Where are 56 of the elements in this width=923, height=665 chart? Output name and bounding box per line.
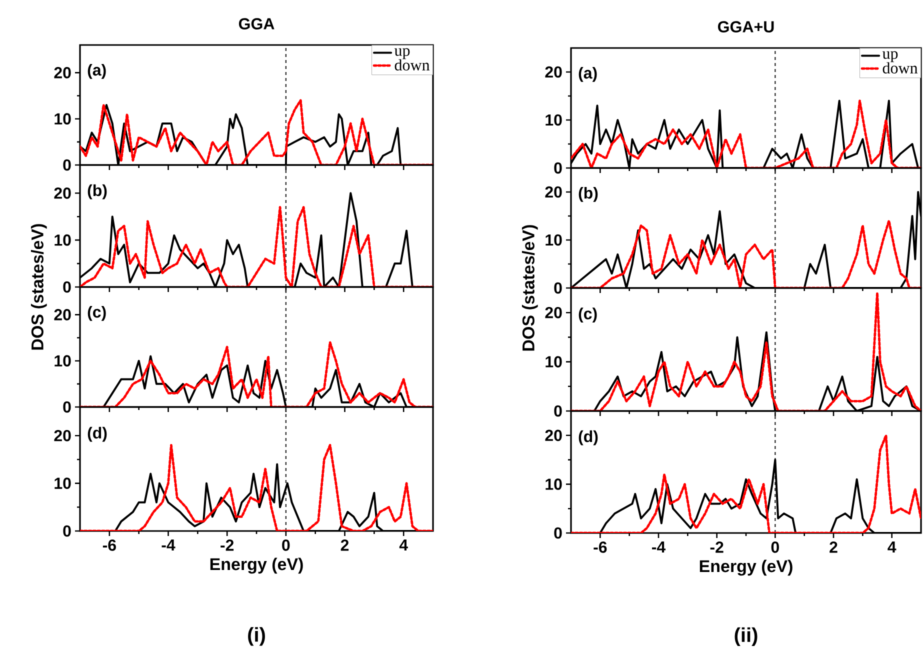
annotation: (c): [88, 306, 106, 321]
annotation: (d): [88, 426, 107, 442]
x-tick-label: -4: [162, 540, 176, 551]
legend-label: up: [882, 51, 898, 62]
x-tick-label: -4: [652, 542, 666, 553]
x-tick-label: 2: [830, 542, 838, 553]
y-tick-label: 10: [546, 478, 562, 490]
y-tick-label: 0: [554, 527, 562, 539]
y-axis-title: DOS (states/eV): [522, 225, 538, 351]
chart-title: GGA: [238, 18, 274, 30]
x-tick-label: -2: [710, 542, 724, 553]
text: (ii): [734, 627, 758, 646]
y-tick-label: 0: [554, 162, 562, 174]
annotation: (b): [88, 184, 107, 200]
y-tick-label: 0: [554, 405, 562, 417]
y-tick-label: 0: [63, 281, 71, 293]
y-tick-label: 10: [546, 356, 562, 368]
y-tick-label: 20: [54, 67, 71, 78]
annotation: (b): [578, 186, 598, 202]
y-tick-label: 20: [54, 309, 71, 320]
x-tick-label: 0: [771, 542, 779, 553]
y-axis-title: DOS (states/eV): [30, 224, 47, 350]
x-tick-label: -6: [594, 542, 607, 553]
y-tick-label: 10: [546, 234, 562, 246]
x-tick-label: 4: [888, 542, 896, 553]
y-tick-label: 20: [545, 186, 562, 198]
x-tick-label: -6: [102, 540, 116, 551]
annotation: (a): [88, 64, 106, 79]
y-tick-label: 10: [54, 113, 71, 125]
y-tick-label: 20: [545, 66, 562, 78]
chart-title: GGA+U: [718, 21, 774, 32]
y-tick-label: 20: [545, 306, 562, 318]
y-tick-label: 10: [546, 114, 562, 126]
x-tick-label: -2: [220, 540, 234, 551]
annotation: (c): [578, 308, 597, 323]
y-tick-label: 0: [63, 525, 71, 537]
y-tick-label: 0: [554, 282, 562, 294]
y-tick-label: 20: [54, 430, 71, 442]
x-axis-title: Energy (eV): [700, 560, 792, 576]
y-tick-label: 0: [63, 401, 71, 413]
x-tick-label: 4: [399, 540, 408, 551]
y-tick-label: 10: [54, 234, 71, 246]
annotation: (a): [578, 66, 597, 82]
y-tick-label: 20: [545, 430, 562, 442]
annotation: (d): [578, 430, 598, 446]
y-tick-label: 20: [54, 187, 71, 199]
y-tick-label: 10: [54, 355, 71, 367]
x-tick-label: 0: [282, 540, 290, 551]
legend-label: down: [394, 59, 430, 70]
x-tick-label: 2: [340, 540, 349, 551]
text: (i): [248, 627, 265, 646]
y-tick-label: 10: [54, 478, 71, 489]
legend-label: up: [394, 48, 410, 60]
x-axis-title: Energy (eV): [210, 558, 303, 574]
legend-label: down: [882, 62, 918, 74]
y-tick-label: 0: [63, 159, 71, 171]
